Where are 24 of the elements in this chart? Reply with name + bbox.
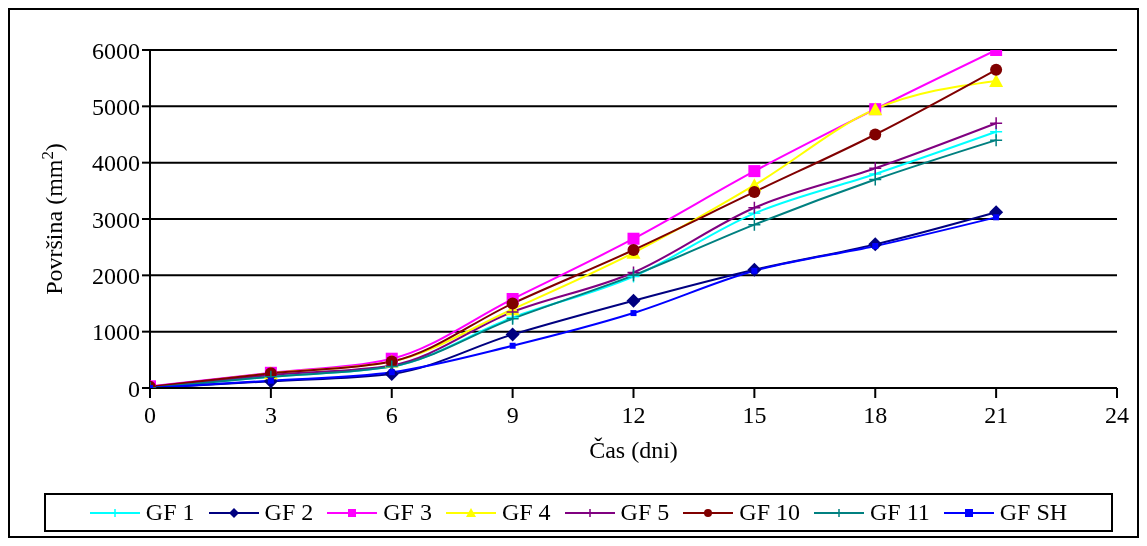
legend-label: GF 1 — [145, 499, 195, 526]
y-tick-label: 1000 — [92, 319, 140, 346]
legend-label: GF 3 — [383, 499, 432, 526]
x-axis-title: Čas (dni) — [589, 437, 678, 463]
y-tick-label: 0 — [128, 375, 140, 402]
x-tick-label: 3 — [264, 402, 277, 429]
y-tick-label: 3000 — [92, 206, 140, 233]
x-tick-label: 15 — [742, 402, 767, 429]
y-tick-label: 2000 — [92, 262, 140, 289]
legend-label: GF 10 — [739, 499, 800, 526]
x-tick-label: 21 — [984, 402, 1009, 429]
x-tick-label: 12 — [621, 402, 646, 429]
x-tick-label: 9 — [506, 402, 519, 429]
y-tick-label: 6000 — [92, 37, 140, 64]
legend-label: GF 4 — [501, 499, 551, 526]
legend-label: GF 5 — [620, 499, 670, 526]
x-tick-label: 18 — [863, 402, 888, 429]
y-tick-label: 4000 — [92, 150, 140, 177]
y-tick-label: 5000 — [92, 93, 140, 120]
legend-label: GF 11 — [869, 499, 930, 526]
legend-label: GF SH — [999, 499, 1068, 526]
legend-label: GF 2 — [264, 499, 314, 526]
x-tick-label: 6 — [385, 402, 398, 429]
x-tick-label: 24 — [1105, 402, 1129, 429]
